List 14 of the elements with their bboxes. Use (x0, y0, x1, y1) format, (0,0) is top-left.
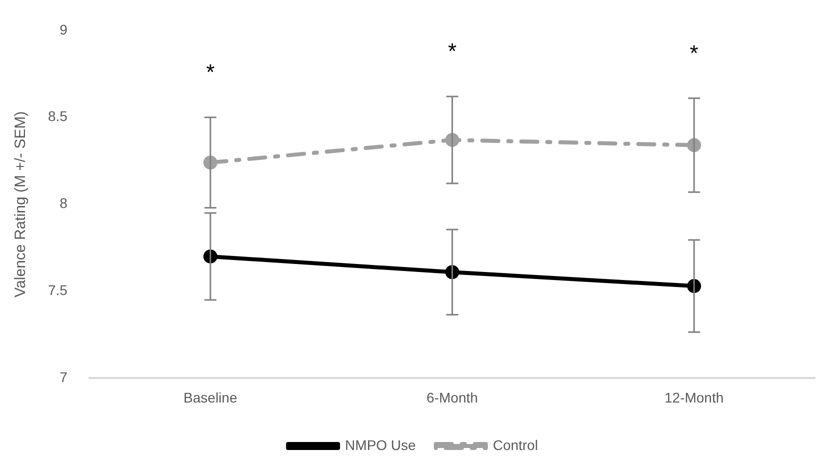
x-tick-label: 12-Month (664, 389, 724, 406)
x-tick-label: 6-Month (426, 389, 478, 406)
y-tick-label: 8.5 (48, 108, 68, 124)
annotation: * (448, 38, 457, 64)
y-tick-label: 9 (60, 21, 68, 38)
annotation: * (690, 40, 699, 66)
legend-label: Control (492, 436, 538, 453)
y-tick-label: 8 (60, 195, 68, 212)
y-axis-title: Valence Rating (M +/- SEM) (12, 111, 30, 298)
legend-label: NMPO Use (345, 436, 416, 453)
x-tick-label: Baseline (184, 389, 238, 406)
annotation: * (206, 59, 216, 84)
y-tick-label: 7 (60, 369, 68, 386)
y-tick-label: 7.5 (48, 282, 68, 298)
